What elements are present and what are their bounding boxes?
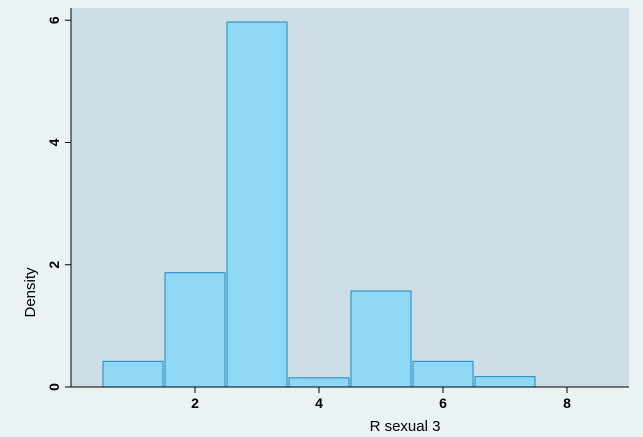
x-axis-title: R sexual 3 [370,418,441,435]
x-tick-label: 4 [315,395,323,411]
y-tick-label: 2 [46,261,62,269]
histogram-bar-4 [288,377,350,388]
y-axis-ticks: 0 2 4 6 [46,16,71,391]
y-axis-title: Density [22,267,39,318]
x-tick-label: 2 [191,395,199,411]
plot-area [71,8,629,387]
histogram-bar-7 [474,376,536,388]
y-tick-label: 6 [46,16,62,24]
histogram-bar-5 [350,290,412,388]
x-axis-ticks: 2 4 6 8 [191,387,571,411]
histogram-bar-2 [164,272,226,388]
x-tick-label: 8 [563,395,571,411]
y-tick-label: 4 [46,138,62,146]
histogram-bar-1 [102,360,164,388]
x-tick-label: 6 [439,395,447,411]
y-tick-label: 0 [46,383,62,391]
histogram-bar-3 [226,21,288,388]
histogram-bar-6 [412,360,474,388]
histogram-bars [102,21,536,388]
